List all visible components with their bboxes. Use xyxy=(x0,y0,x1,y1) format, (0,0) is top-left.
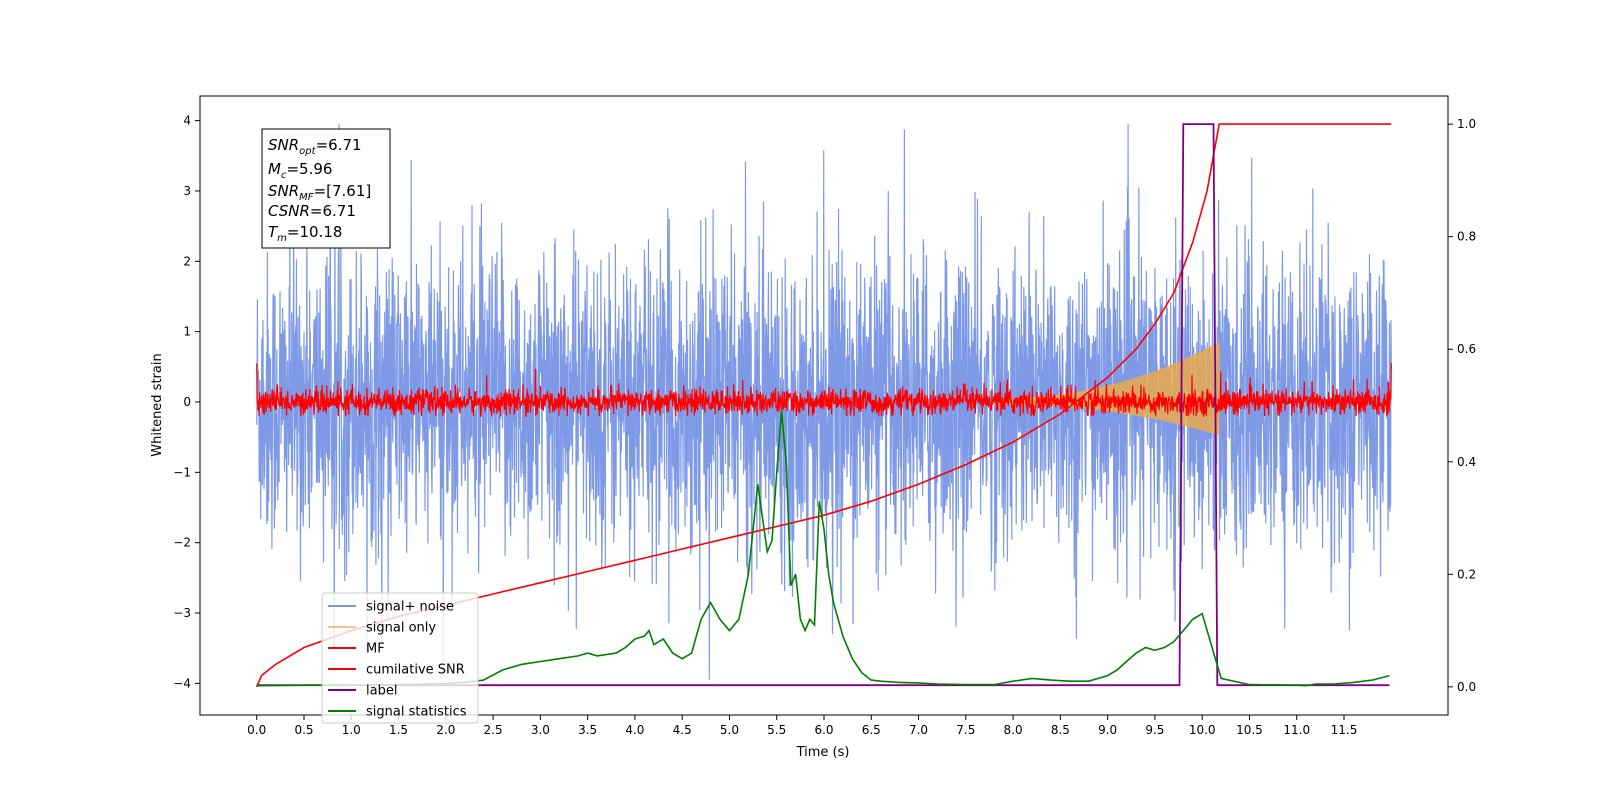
x-tick-label: 10.0 xyxy=(1189,723,1216,737)
series-label-line xyxy=(256,123,1390,687)
y-tick-label: −3 xyxy=(173,606,191,620)
annotation-tm: Tm=10.18 xyxy=(268,223,342,244)
legend-label-signal-statistics: signal statistics xyxy=(366,705,467,720)
y-tick-label: 3 xyxy=(183,184,191,198)
x-tick-label: 3.5 xyxy=(578,723,597,737)
x-tick-label: 6.0 xyxy=(814,723,833,737)
legend-label-label: label xyxy=(366,684,397,699)
y2-tick-label: 0.2 xyxy=(1457,567,1476,581)
x-tick-label: 5.5 xyxy=(767,723,786,737)
legend-label-mf: MF xyxy=(366,642,385,657)
x-tick-label: 11.0 xyxy=(1283,723,1310,737)
x-tick-label: 6.5 xyxy=(862,723,881,737)
legend: signal+ noise signal only MF cumilative SNR… xyxy=(321,592,479,724)
stats-annotation-box: SNRopt=6.71 Mc=5.96 SNRMF=[7.61] CSNR=6.… xyxy=(261,128,391,249)
y-axis-label: Whitened strain xyxy=(150,353,165,456)
x-tick-label: 0.5 xyxy=(294,723,313,737)
x-tick-label: 10.5 xyxy=(1236,723,1263,737)
x-tick-label: 4.0 xyxy=(625,723,644,737)
y-tick-label: 0 xyxy=(183,395,191,409)
series-mf-line xyxy=(256,363,1392,417)
annotation-snr-opt: SNRopt=6.71 xyxy=(268,136,362,157)
y-axis-left: 4 3 2 1 0 −1 −2 −3 −4 xyxy=(173,114,200,690)
x-tick-label: 0.0 xyxy=(247,723,266,737)
annotation-snr-mf: SNRMF=[7.61] xyxy=(268,182,371,203)
x-tick-label: 8.0 xyxy=(1004,723,1023,737)
y2-tick-label: 0.4 xyxy=(1457,455,1476,469)
annotation-csnr: CSNR=6.71 xyxy=(268,202,356,220)
x-tick-label: 2.5 xyxy=(484,723,503,737)
y2-tick-label: 0.8 xyxy=(1457,230,1476,244)
y-tick-label: 1 xyxy=(183,325,191,339)
series-signal-statistics-line xyxy=(256,411,1390,687)
x-tick-label: 9.5 xyxy=(1145,723,1164,737)
legend-label-signal-only: signal only xyxy=(366,621,436,636)
plot-area xyxy=(199,95,1449,716)
x-tick-label: 4.5 xyxy=(673,723,692,737)
y-tick-label: −2 xyxy=(173,536,191,550)
x-tick-label: 3.0 xyxy=(531,723,550,737)
y2-tick-label: 0.6 xyxy=(1457,342,1476,356)
x-tick-label: 1.0 xyxy=(342,723,361,737)
y-tick-label: −4 xyxy=(173,676,191,690)
legend-label-signal-noise: signal+ noise xyxy=(366,600,454,615)
x-tick-label: 7.0 xyxy=(909,723,928,737)
x-axis: 0.0 0.5 1.0 1.5 2.0 2.5 3.0 3.5 4.0 4.5 5.0 5.5 6.0 6… xyxy=(247,715,1357,737)
y-tick-label: 2 xyxy=(183,254,191,268)
y2-tick-label: 1.0 xyxy=(1457,117,1476,131)
x-tick-label: 5.0 xyxy=(720,723,739,737)
x-tick-label: 11.5 xyxy=(1331,723,1358,737)
y-axis-right: 1.0 0.8 0.6 0.4 0.2 0.0 xyxy=(1448,117,1476,694)
y2-tick-label: 0.0 xyxy=(1457,680,1476,694)
x-tick-label: 2.0 xyxy=(436,723,455,737)
x-axis-label: Time (s) xyxy=(796,745,850,760)
annotation-mc: Mc=5.96 xyxy=(268,160,332,181)
y-tick-label: −1 xyxy=(173,465,191,479)
x-tick-label: 7.5 xyxy=(956,723,975,737)
x-tick-label: 1.5 xyxy=(389,723,408,737)
y-tick-label: 4 xyxy=(183,114,191,128)
legend-label-cumilative-snr: cumilative SNR xyxy=(366,663,465,678)
x-tick-label: 8.5 xyxy=(1051,723,1070,737)
x-tick-label: 9.0 xyxy=(1098,723,1117,737)
